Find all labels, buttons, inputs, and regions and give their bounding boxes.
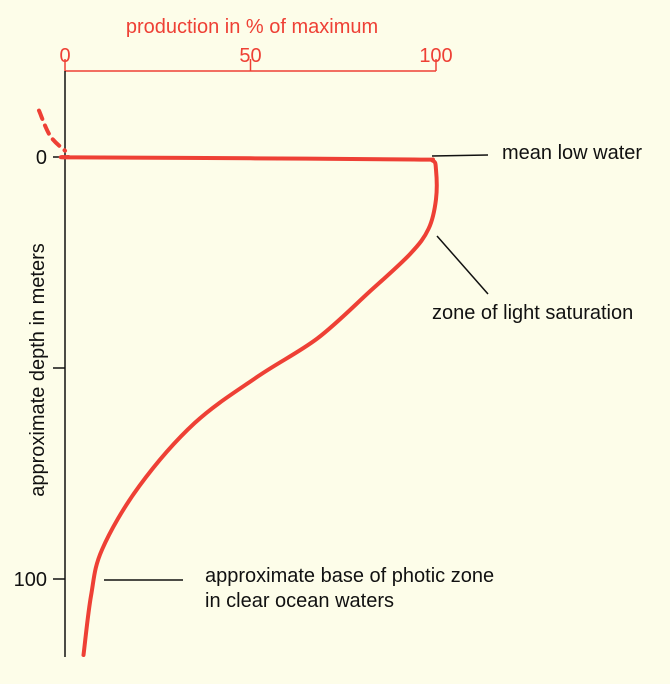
x-tick-label: 50 [239,45,261,67]
production-curve [58,155,439,657]
leader-light-saturation [436,235,489,295]
annotation-photic-base: approximate base of photic zone [205,565,494,587]
x-tick-label: 100 [419,45,452,67]
y-axis-label: approximate depth in meters [27,243,49,496]
x-tick-label: 0 [59,45,70,67]
y-tick-label: 0 [36,147,47,169]
annotation-photic-base-line2: in clear ocean waters [205,590,394,612]
x-axis-label: production in % of maximum [126,16,378,38]
leader-mean-low-water [431,154,489,157]
annotation-light-saturation: zone of light saturation [432,302,633,324]
annotation-mean-low-water: mean low water [502,142,642,164]
dashed-curve-extension [37,108,67,153]
y-tick-label: 100 [14,569,47,591]
